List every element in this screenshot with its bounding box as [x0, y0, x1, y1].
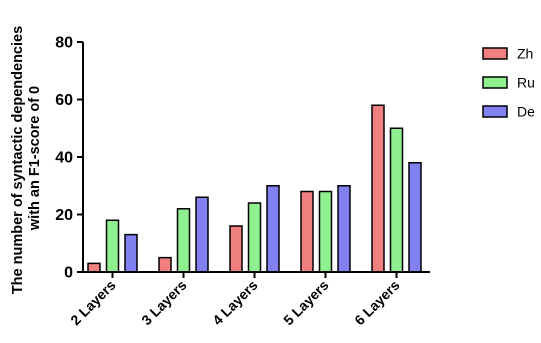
- y-axis-title-line-2: with an F1-score of 0: [27, 86, 43, 231]
- x-category-label: 4 Layers: [209, 277, 261, 329]
- x-category-label: 6 Layers: [351, 277, 403, 329]
- bar-de-4: [337, 185, 351, 273]
- bar-de-2: [195, 196, 209, 273]
- legend-label-de: De: [517, 104, 535, 120]
- bar-zh-1: [87, 262, 101, 273]
- y-axis-title: The number of syntactic dependencies wit…: [10, 22, 43, 294]
- bar-zh-4: [300, 190, 314, 273]
- bar-zh-2: [158, 256, 172, 273]
- bars: [87, 104, 422, 273]
- bar-ru-3: [247, 202, 262, 273]
- bar-ru-2: [176, 208, 191, 273]
- bar-zh-5: [371, 104, 385, 273]
- legend-swatch-ru: [482, 76, 508, 89]
- y-axis-title-line-1: The number of syntactic dependencies: [10, 26, 26, 294]
- x-category-label: 5 Layers: [280, 277, 332, 329]
- y-tick-label: 60: [55, 92, 73, 109]
- bar-de-1: [124, 233, 138, 273]
- y-tick-label: 40: [55, 150, 73, 167]
- bar-ru-1: [105, 219, 120, 273]
- x-axis-ticks: 2 Layers 3 Layers 4 Layers 5 Layers 6 Layers: [67, 272, 403, 328]
- x-category-label: 2 Layers: [67, 277, 119, 329]
- legend: Zh Ru De: [482, 46, 535, 120]
- bar-ru-5: [389, 127, 404, 273]
- bar-de-5: [408, 162, 422, 273]
- legend-swatch-de: [482, 105, 508, 118]
- y-tick-label: 20: [55, 207, 73, 224]
- bar-ru-4: [318, 190, 333, 273]
- bar-zh-3: [229, 225, 243, 273]
- y-axis-ticks: 0 20 40 60 80: [55, 35, 83, 282]
- bar-de-3: [266, 185, 280, 273]
- y-tick-label: 80: [55, 35, 73, 52]
- legend-label-zh: Zh: [517, 46, 533, 62]
- legend-label-ru: Ru: [517, 75, 535, 91]
- x-category-label: 3 Layers: [138, 277, 190, 329]
- y-tick-label: 0: [64, 265, 73, 282]
- legend-swatch-zh: [482, 47, 508, 60]
